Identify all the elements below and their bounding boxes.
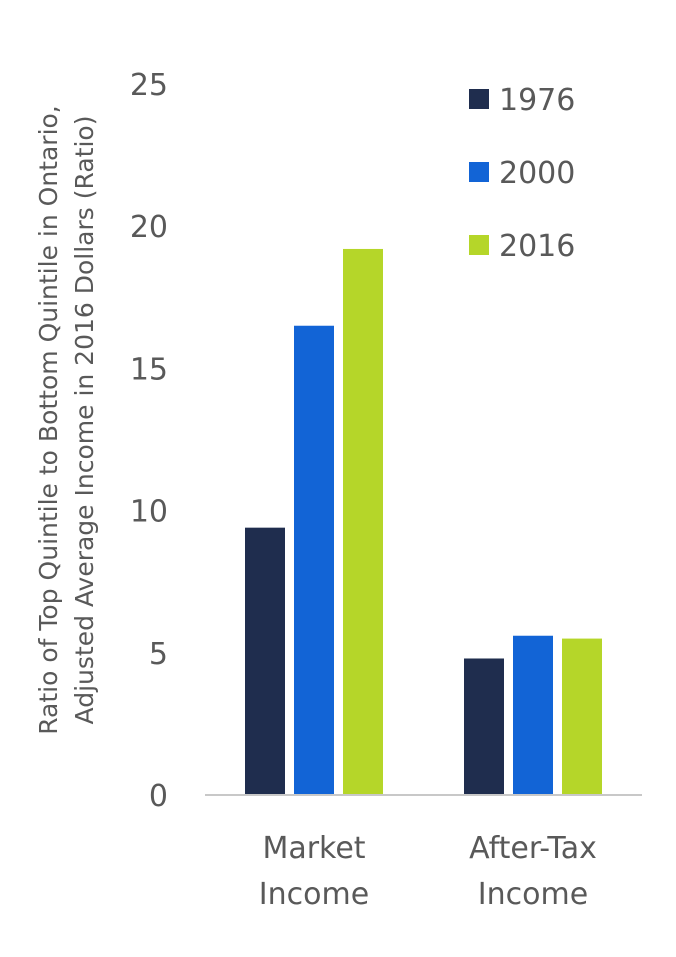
legend: 1976 2000 2016: [469, 83, 575, 264]
y-axis-title: Ratio of Top Quintile to Bottom Quintile…: [34, 105, 99, 735]
y-tick-label: 20: [130, 210, 168, 245]
x-category-label: Market: [262, 831, 365, 866]
x-category-label: Income: [478, 877, 588, 912]
bar-1976: [464, 658, 504, 795]
legend-swatch: [469, 89, 489, 109]
x-axis-categories: Market Income After-Tax Income: [259, 831, 597, 912]
y-tick-label: 0: [149, 779, 168, 814]
bar-2016: [562, 638, 602, 795]
x-category-label: After-Tax: [469, 831, 597, 866]
y-tick-label: 5: [149, 637, 168, 672]
legend-swatch: [469, 162, 489, 182]
bars: [245, 248, 602, 795]
x-category-label: Income: [259, 877, 369, 912]
y-axis-title-line-1: Ratio of Top Quintile to Bottom Quintile…: [34, 105, 63, 735]
bar-2000: [294, 325, 334, 795]
y-axis-ticks: 0 5 10 15 20 25: [130, 68, 168, 814]
legend-swatch: [469, 235, 489, 255]
y-tick-label: 25: [130, 68, 168, 103]
bar-2000: [513, 635, 553, 795]
bar-1976: [245, 527, 285, 795]
bar-2016: [343, 248, 383, 795]
legend-label: 2016: [499, 229, 575, 264]
y-tick-label: 15: [130, 352, 168, 387]
y-axis-title-line-2: Adjusted Average Income in 2016 Dollars …: [70, 116, 99, 725]
legend-label: 1976: [499, 83, 575, 118]
legend-label: 2000: [499, 156, 575, 191]
y-tick-label: 10: [130, 495, 168, 530]
